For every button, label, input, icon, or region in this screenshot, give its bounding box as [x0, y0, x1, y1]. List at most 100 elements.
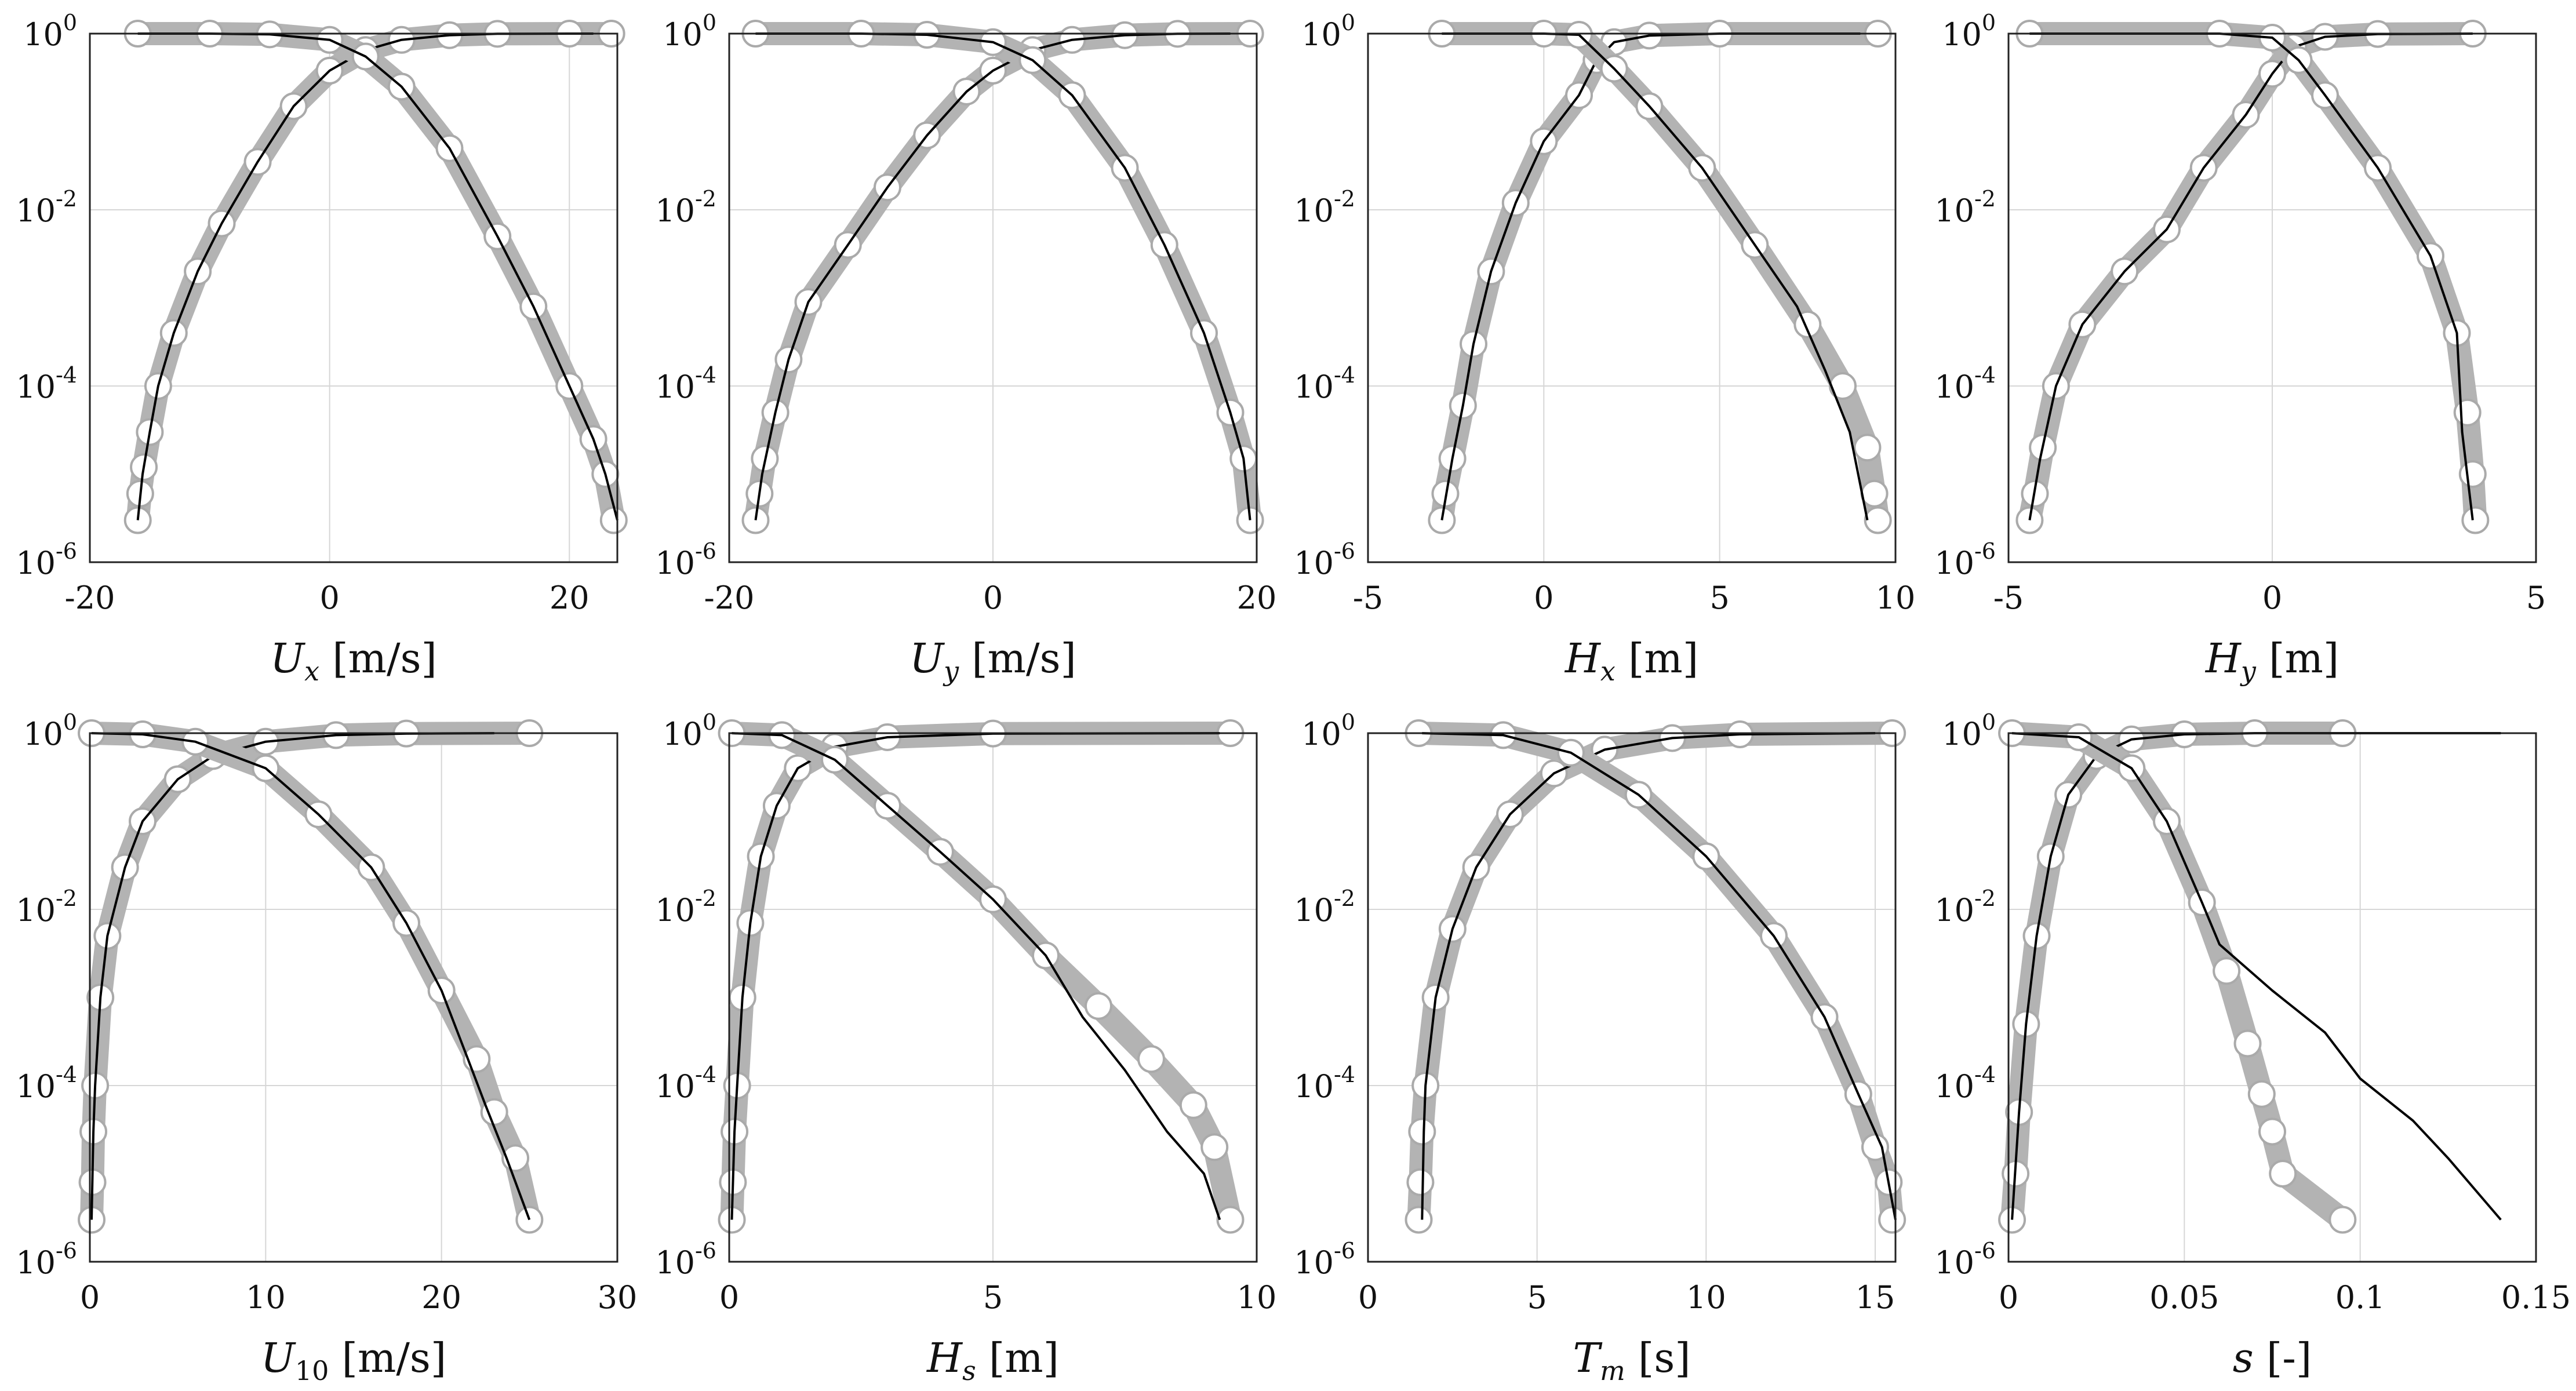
model-series-2: [90, 732, 494, 1220]
x-tick-label: 10: [246, 1279, 286, 1316]
model-series-4: [91, 732, 531, 1221]
x-axis-label: Uy [m/s]: [909, 635, 1076, 687]
x-tick-label: 20: [1237, 580, 1277, 616]
y-tick-label: 10-4: [1294, 362, 1355, 405]
subplot-5: 0 10 20 30 100 10-2 10-4 10-6 U10 [m/s]: [16, 709, 637, 1386]
y-tick-label: 10-2: [16, 186, 77, 229]
axes-box: [1367, 32, 1897, 563]
x-tick-label: 5: [983, 1279, 1003, 1316]
y-tick-label: 10-2: [1934, 186, 1996, 229]
axes-box: [89, 32, 618, 563]
y-tick-label: 10-6: [16, 538, 77, 581]
data-point: [2233, 1029, 2262, 1058]
x-axis-label: Tm [s]: [1573, 1334, 1690, 1386]
x-tick-label: 0: [2262, 580, 2282, 616]
y-tick-label: 10-4: [16, 362, 77, 405]
data-point: [1878, 1206, 1906, 1234]
x-tick-label: 10: [1876, 580, 1916, 616]
subplot-4: -5 0 5 100 10-2 10-4 10-6 Hy [m]: [1934, 10, 2546, 687]
data-point: [1864, 506, 1892, 534]
x-tick-label: 0: [1999, 1279, 2018, 1316]
x-axis-label: U10 [m/s]: [261, 1334, 446, 1386]
axes-box: [1367, 732, 1897, 1263]
x-tick-label: 10: [1237, 1279, 1277, 1316]
x-tick-label: -5: [1993, 580, 2024, 616]
subplot-8: 0 0.05 0.1 0.15 100 10-2 10-4 10-6 s [-]: [1934, 709, 2571, 1382]
empirical-series-3: [1407, 722, 1904, 1232]
y-tick-label: 10-6: [1294, 1238, 1355, 1281]
x-tick-label: 20: [421, 1279, 461, 1316]
x-tick-label: 10: [1686, 1279, 1726, 1316]
y-tick-label: 100: [663, 709, 716, 752]
x-axis-label: Hx [m]: [1564, 635, 1698, 687]
model-series-4: [2029, 32, 2474, 520]
y-tick-label: 10-4: [1294, 1062, 1355, 1105]
model-series-4: [755, 32, 1251, 520]
axes-box: [89, 732, 618, 1263]
data-point: [2461, 506, 2490, 534]
axes-box: [2007, 32, 2537, 563]
subplot-2: -20 0 20 100 10-2 10-4 10-6 Uy [m/s]: [655, 10, 1276, 687]
x-tick-label: 0: [319, 580, 339, 616]
x-tick-label: 0: [1358, 1279, 1378, 1316]
data-point: [1137, 1045, 1165, 1073]
x-tick-label: 0: [983, 580, 1003, 616]
x-axis-label: Ux [m/s]: [270, 635, 437, 687]
y-tick-label: 10-6: [1934, 1238, 1996, 1281]
y-tick-label: 10-2: [655, 886, 716, 928]
x-tick-label: -20: [65, 580, 115, 616]
x-tick-label: 0.05: [2149, 1279, 2219, 1316]
y-tick-label: 10-4: [655, 1062, 716, 1105]
x-axis-label: Hy [m]: [2204, 635, 2339, 687]
x-tick-label: -5: [1353, 580, 1384, 616]
subplot-3: -5 0 5 10 100 10-2 10-4 10-6 Hx [m]: [1294, 10, 1915, 687]
model-series-2: [1421, 732, 1876, 1220]
x-tick-label: 0: [719, 1279, 739, 1316]
y-tick-label: 10-6: [655, 538, 716, 581]
y-tick-label: 10-6: [1934, 538, 1996, 581]
data-point: [2269, 1160, 2297, 1188]
data-point: [2458, 460, 2487, 488]
y-tick-label: 10-6: [16, 1238, 77, 1281]
data-point: [1085, 992, 1112, 1020]
x-tick-label: 5: [1527, 1279, 1547, 1316]
data-point: [2258, 1117, 2286, 1146]
y-tick-label: 100: [23, 10, 77, 53]
empirical-series-3: [720, 722, 1242, 1232]
y-tick-label: 10-4: [655, 362, 716, 405]
empirical-series-1: [720, 722, 1242, 1232]
x-tick-label: 0.1: [2335, 1279, 2385, 1316]
x-tick-label: 5: [1709, 580, 1729, 616]
x-tick-label: 5: [2526, 580, 2546, 616]
x-axis-label: s [-]: [2233, 1334, 2312, 1382]
y-tick-label: 10-2: [655, 186, 716, 229]
y-tick-label: 10-4: [16, 1062, 77, 1105]
data-point: [2328, 1206, 2357, 1234]
x-tick-label: 20: [550, 580, 590, 616]
model-series-4: [1422, 732, 1897, 1220]
data-point: [1860, 479, 1889, 508]
subplot-6: 0 5 10 100 10-2 10-4 10-6 Hs [m]: [655, 709, 1276, 1386]
data-point: [2247, 1080, 2276, 1108]
data-point: [1853, 434, 1882, 462]
model-series-2: [730, 732, 1220, 1220]
x-axis-label: Hs [m]: [926, 1334, 1059, 1386]
data-point: [599, 506, 628, 534]
data-point: [2453, 398, 2482, 427]
data-point: [1408, 1117, 1436, 1146]
data-point: [1406, 1168, 1435, 1196]
model-series-4: [2011, 732, 2502, 1221]
y-tick-label: 10-2: [1934, 886, 1996, 928]
subplot-7: 0 5 10 15 100 10-2 10-4 10-6 Tm [s]: [1294, 709, 1906, 1386]
y-tick-label: 10-6: [655, 1238, 716, 1281]
x-tick-label: -20: [704, 580, 755, 616]
y-tick-label: 10-2: [1294, 186, 1355, 229]
x-tick-label: 15: [1855, 1279, 1895, 1316]
y-tick-label: 100: [1942, 10, 1996, 53]
model-series-2: [2028, 32, 2473, 520]
x-tick-label: 0.15: [2501, 1279, 2571, 1316]
y-tick-label: 100: [1301, 10, 1355, 53]
data-point: [1405, 1206, 1433, 1234]
y-tick-label: 100: [1301, 709, 1355, 752]
